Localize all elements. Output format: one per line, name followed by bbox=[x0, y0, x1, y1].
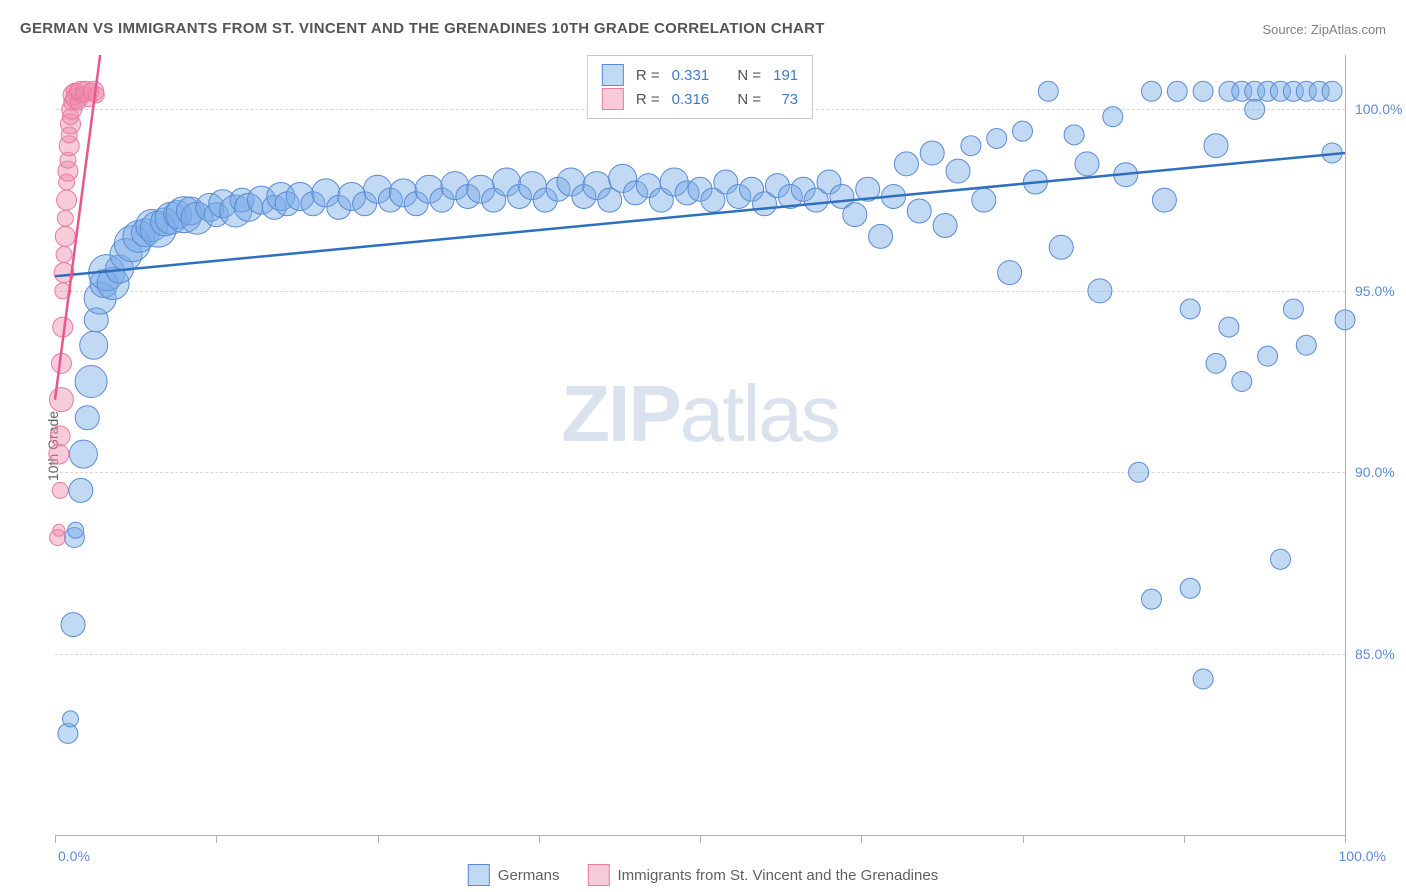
data-point bbox=[1075, 152, 1099, 176]
legend-label-germans: Germans bbox=[498, 867, 560, 884]
y-tick-label: 95.0% bbox=[1355, 283, 1395, 299]
data-point bbox=[1013, 121, 1033, 141]
swatch-germans-bottom bbox=[468, 864, 490, 886]
data-point bbox=[52, 482, 68, 498]
data-point bbox=[69, 478, 93, 502]
r-value-immigrants: 0.316 bbox=[672, 91, 710, 108]
n-value-immigrants: 73 bbox=[773, 91, 798, 108]
data-point bbox=[50, 426, 70, 446]
data-point bbox=[1206, 353, 1226, 373]
data-point bbox=[1180, 578, 1200, 598]
legend-stats: R = 0.331 N = 191 R = 0.316 N = 73 bbox=[587, 55, 813, 119]
data-point bbox=[1064, 125, 1084, 145]
data-point bbox=[56, 247, 72, 263]
data-point bbox=[75, 366, 107, 398]
data-point bbox=[68, 522, 84, 538]
data-point bbox=[53, 524, 65, 536]
data-point bbox=[972, 188, 996, 212]
x-axis-max-label: 100.0% bbox=[1339, 848, 1386, 864]
data-point bbox=[1283, 299, 1303, 319]
data-point bbox=[1180, 299, 1200, 319]
data-point bbox=[933, 214, 957, 238]
data-point bbox=[961, 136, 981, 156]
swatch-immigrants bbox=[602, 88, 624, 110]
data-point bbox=[1152, 188, 1176, 212]
data-point bbox=[1258, 346, 1278, 366]
data-point bbox=[843, 203, 867, 227]
data-point bbox=[894, 152, 918, 176]
data-point bbox=[57, 210, 73, 226]
data-point bbox=[998, 261, 1022, 285]
data-point bbox=[49, 388, 73, 412]
r-value-germans: 0.331 bbox=[672, 67, 710, 84]
data-point bbox=[1204, 134, 1228, 158]
data-point bbox=[1049, 235, 1073, 259]
data-point bbox=[1038, 81, 1058, 101]
x-tick bbox=[55, 835, 56, 843]
plot-area: ZIPatlas R = 0.331 N = 191 R = 0.316 N =… bbox=[55, 55, 1346, 836]
x-tick bbox=[539, 835, 540, 843]
data-point bbox=[1142, 81, 1162, 101]
x-axis-min-label: 0.0% bbox=[58, 848, 90, 864]
data-point bbox=[1245, 99, 1265, 119]
data-point bbox=[75, 406, 99, 430]
x-tick bbox=[378, 835, 379, 843]
data-point bbox=[1296, 335, 1316, 355]
legend-series: Germans Immigrants from St. Vincent and … bbox=[468, 864, 938, 886]
data-point bbox=[1335, 310, 1355, 330]
x-tick bbox=[861, 835, 862, 843]
scatter-svg bbox=[55, 55, 1345, 835]
data-point bbox=[920, 141, 944, 165]
data-point bbox=[946, 159, 970, 183]
legend-label-immigrants: Immigrants from St. Vincent and the Gren… bbox=[617, 867, 938, 884]
x-tick bbox=[700, 835, 701, 843]
swatch-germans bbox=[602, 64, 624, 86]
source-label: Source: ZipAtlas.com bbox=[1262, 22, 1386, 37]
data-point bbox=[1232, 372, 1252, 392]
data-point bbox=[869, 224, 893, 248]
data-point bbox=[55, 226, 75, 246]
data-point bbox=[1193, 669, 1213, 689]
data-point bbox=[62, 711, 78, 727]
x-tick bbox=[1184, 835, 1185, 843]
x-tick bbox=[216, 835, 217, 843]
data-point bbox=[1167, 81, 1187, 101]
data-point bbox=[1193, 81, 1213, 101]
data-point bbox=[80, 331, 108, 359]
x-tick bbox=[1023, 835, 1024, 843]
data-point bbox=[49, 444, 69, 464]
y-tick-label: 85.0% bbox=[1355, 646, 1395, 662]
data-point bbox=[1103, 107, 1123, 127]
data-point bbox=[987, 128, 1007, 148]
data-point bbox=[1142, 589, 1162, 609]
data-point bbox=[61, 613, 85, 637]
data-point bbox=[1088, 279, 1112, 303]
swatch-immigrants-bottom bbox=[587, 864, 609, 886]
data-point bbox=[69, 440, 97, 468]
data-point bbox=[1271, 549, 1291, 569]
y-tick-label: 90.0% bbox=[1355, 464, 1395, 480]
n-value-germans: 191 bbox=[773, 67, 798, 84]
data-point bbox=[57, 190, 77, 210]
data-point bbox=[1322, 81, 1342, 101]
data-point bbox=[907, 199, 931, 223]
y-tick-label: 100.0% bbox=[1355, 101, 1402, 117]
data-point bbox=[1129, 462, 1149, 482]
data-point bbox=[1219, 317, 1239, 337]
x-tick bbox=[1345, 835, 1346, 843]
chart-title: GERMAN VS IMMIGRANTS FROM ST. VINCENT AN… bbox=[20, 20, 825, 37]
